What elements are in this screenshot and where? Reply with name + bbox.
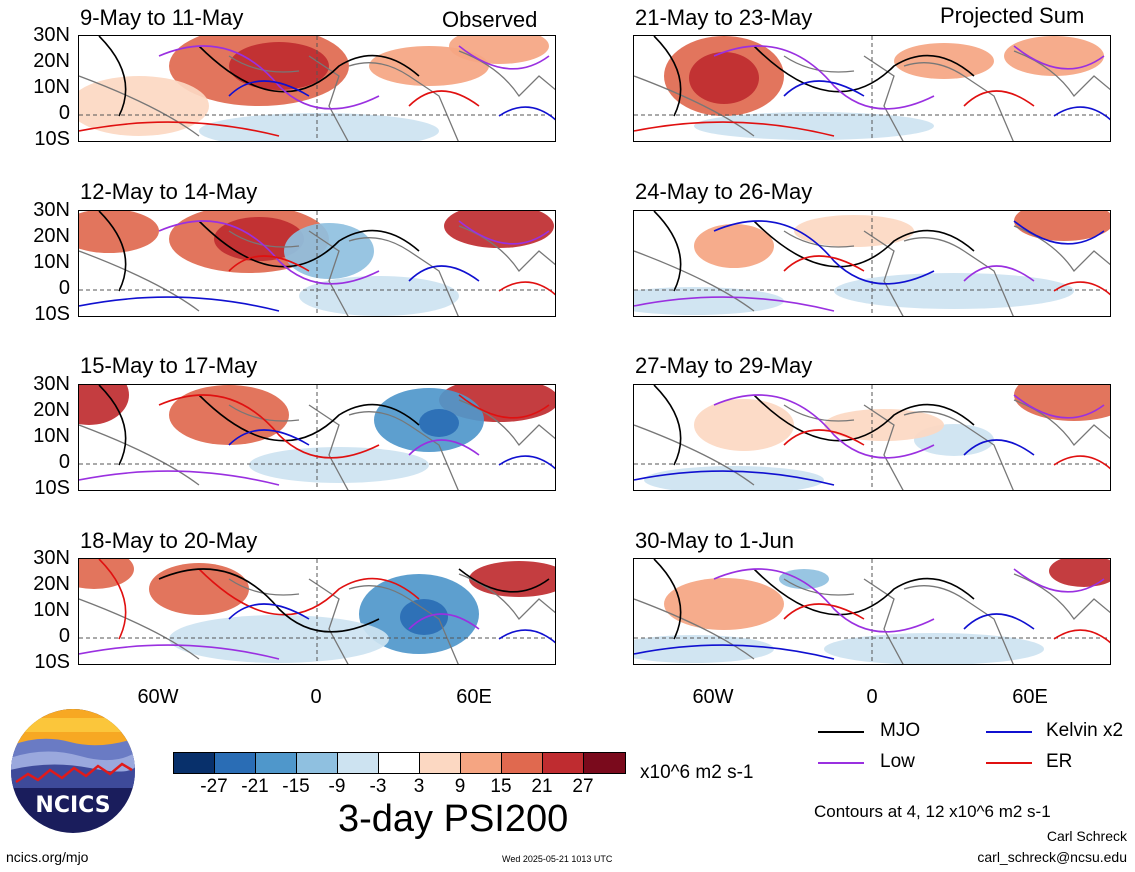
colorbar-swatch <box>174 753 215 773</box>
colorbar-swatch <box>461 753 502 773</box>
map-field-2 <box>79 211 555 316</box>
author-name: Carl Schreck <box>1046 828 1127 844</box>
lat-label: 10S <box>34 477 70 499</box>
colorbar-swatch <box>297 753 338 773</box>
colorbar-swatch <box>256 753 297 773</box>
lat-label: 10N <box>33 251 70 273</box>
svg-text:NCICS: NCICS <box>35 793 110 818</box>
legend-label-mjo: MJO <box>880 720 921 741</box>
legend-line-er <box>986 762 1032 764</box>
map-field-4 <box>79 559 555 664</box>
timestamp: Wed 2025-05-21 1013 UTC <box>502 854 613 864</box>
site-url: ncics.org/mjo <box>6 849 89 865</box>
colorbar-swatch <box>420 753 461 773</box>
panel-title-6: 24-May to 26-May <box>635 179 813 204</box>
lat-label: 20N <box>33 573 70 595</box>
lon-label-0-right: 0 <box>866 686 878 708</box>
lat-label: 0 <box>58 277 70 299</box>
colorbar <box>173 752 626 774</box>
map-panel-7 <box>633 384 1111 491</box>
lon-label-60e-right: 60E <box>1012 686 1048 708</box>
panel-title-8: 30-May to 1-Jun <box>635 528 794 553</box>
colorbar-swatch <box>502 753 543 773</box>
legend-line-mjo <box>818 731 864 733</box>
lat-label: 20N <box>33 225 70 247</box>
lat-label: 10S <box>34 303 70 325</box>
map-panel-3 <box>78 384 556 491</box>
legend-label-kelvin: Kelvin x2 <box>1046 720 1124 741</box>
panel-title-5: 21-May to 23-May <box>635 5 813 30</box>
lat-label: 10N <box>33 76 70 98</box>
colorbar-tick-label: 15 <box>490 776 512 797</box>
map-panel-5 <box>633 35 1111 142</box>
lon-label-60e-left: 60E <box>456 686 492 708</box>
author-email: carl_schreck@ncsu.edu <box>977 849 1127 865</box>
colorbar-tick-label: -3 <box>369 776 387 797</box>
colorbar-units: x10^6 m2 s-1 <box>640 762 754 783</box>
projected-label: Projected Sum <box>940 3 1085 28</box>
lon-label-60w-left: 60W <box>137 686 179 708</box>
colorbar-swatch <box>543 753 584 773</box>
lat-label: 0 <box>58 451 70 473</box>
colorbar-tick-label: 21 <box>531 776 553 797</box>
map-panel-1 <box>78 35 556 142</box>
legend-line-low <box>818 762 864 764</box>
colorbar-tick-label: -21 <box>241 776 269 797</box>
lat-label: 20N <box>33 50 70 72</box>
panel-title-4: 18-May to 20-May <box>80 528 258 553</box>
lat-label: 20N <box>33 399 70 421</box>
observed-label: Observed <box>442 7 538 32</box>
lat-label: 10S <box>34 128 70 150</box>
map-field-5 <box>634 36 1110 141</box>
map-panel-4 <box>78 558 556 665</box>
map-field-1 <box>79 36 555 141</box>
colorbar-tick-label: 27 <box>572 776 594 797</box>
panel-title-3: 15-May to 17-May <box>80 353 258 378</box>
contours-note: Contours at 4, 12 x10^6 m2 s-1 <box>814 802 1051 821</box>
map-panel-6 <box>633 210 1111 317</box>
colorbar-swatch <box>338 753 379 773</box>
lon-label-60w-right: 60W <box>692 686 734 708</box>
lat-label: 10N <box>33 425 70 447</box>
colorbar-tick-label: -27 <box>200 776 228 797</box>
map-panel-8 <box>633 558 1111 665</box>
colorbar-swatch <box>379 753 420 773</box>
lat-label: 10S <box>34 651 70 673</box>
map-field-8 <box>634 559 1110 664</box>
lat-label: 30N <box>33 547 70 569</box>
ncics-logo: NCICS <box>11 709 135 833</box>
panel-title-1: 9-May to 11-May <box>80 5 244 30</box>
map-field-7 <box>634 385 1110 490</box>
colorbar-tick-label: -9 <box>328 776 346 797</box>
lon-label-0-left: 0 <box>310 686 322 708</box>
lat-label: 0 <box>58 102 70 124</box>
legend-line-kelvin <box>986 731 1032 733</box>
lat-label: 30N <box>33 199 70 221</box>
lat-label: 30N <box>33 373 70 395</box>
colorbar-tick-label: 3 <box>413 776 425 797</box>
panel-title-2: 12-May to 14-May <box>80 179 258 204</box>
panel-title-7: 27-May to 29-May <box>635 353 813 378</box>
lat-label: 10N <box>33 599 70 621</box>
map-panel-2 <box>78 210 556 317</box>
legend-label-er: ER <box>1046 751 1073 772</box>
map-field-3 <box>79 385 555 490</box>
colorbar-tick-label: 9 <box>454 776 466 797</box>
colorbar-tick-label: -15 <box>282 776 310 797</box>
lat-label: 30N <box>33 24 70 46</box>
colorbar-swatch <box>215 753 256 773</box>
legend-label-low: Low <box>880 751 915 772</box>
map-field-6 <box>634 211 1110 316</box>
colorbar-swatch <box>584 753 625 773</box>
figure-title: 3-day PSI200 <box>338 798 569 840</box>
lat-label: 0 <box>58 625 70 647</box>
